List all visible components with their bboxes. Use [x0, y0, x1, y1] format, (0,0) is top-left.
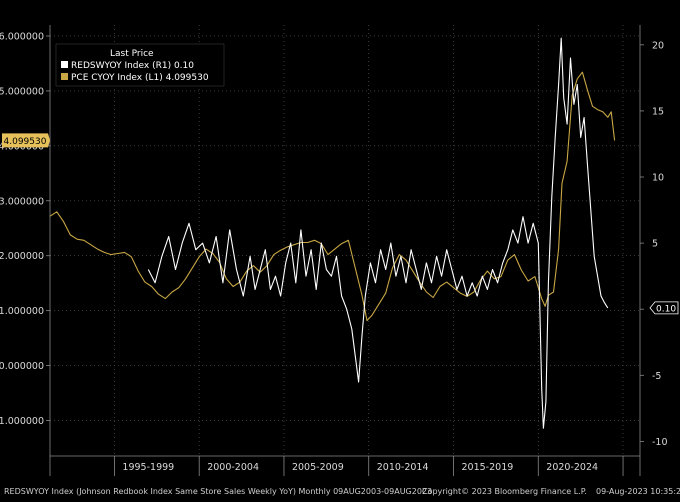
x-axis-period-label: 2000-2004	[207, 462, 259, 473]
right-axis-tick-label: -5	[652, 371, 661, 382]
last-value-tags: 4.099530 0.10	[2, 133, 679, 315]
legend-swatch-pce	[61, 73, 68, 80]
right-axis-tick-label: 5	[652, 239, 658, 250]
legend-box	[55, 43, 225, 87]
x-axis-period-label: 1995-1999	[122, 462, 174, 473]
right-last-value-tag	[649, 301, 679, 315]
legend: Last Price REDSWYOY Index (R1) 0.10 PCE …	[55, 43, 225, 87]
right-axis-tick-label: 10	[652, 173, 664, 184]
left-axis-tick-label: 0.000000	[0, 361, 44, 372]
x-axis-period-label: 2015-2019	[462, 462, 514, 473]
left-last-value-tag	[2, 133, 48, 148]
right-axis-tick-label: 15	[652, 106, 664, 117]
footer-description: REDSWYOY Index (Johnson Redbook Index Sa…	[4, 487, 432, 496]
left-axis-tick-label: 5.000000	[0, 86, 44, 97]
footer: REDSWYOY Index (Johnson Redbook Index Sa…	[4, 487, 680, 496]
left-last-value-tag-pointer	[48, 133, 50, 148]
right-axis-tick-label: 20	[652, 40, 664, 51]
x-axis-period-label: 2005-2009	[292, 462, 344, 473]
right-axis-tick-label: -10	[652, 437, 668, 448]
legend-title: Last Price	[110, 49, 154, 59]
x-axis-period-label: 2010-2014	[377, 462, 429, 473]
left-axis-tick-label: -1.000000	[0, 416, 44, 427]
x-axis-period-label: 2020-2024	[546, 462, 598, 473]
pce-cyoy-index-line	[49, 71, 616, 322]
footer-copyright: Copyright© 2023 Bloomberg Finance L.P.	[422, 487, 587, 496]
left-axis-tick-label: 6.000000	[0, 31, 44, 42]
right-last-value-label: 0.10	[656, 304, 676, 314]
legend-entry-pce: PCE CYOY Index (L1) 4.099530	[71, 73, 209, 83]
footer-timestamp: 09-Aug-2023 10:35:28	[596, 487, 680, 496]
legend-swatch-redswyoy	[61, 61, 68, 68]
series-layer	[49, 37, 616, 429]
legend-entry-redswyoy: REDSWYOY Index (R1) 0.10	[71, 61, 194, 71]
left-last-value-label: 4.099530	[4, 137, 47, 147]
left-axis-tick-label: 1.000000	[0, 306, 44, 317]
left-axis-tick-label: 3.000000	[0, 196, 44, 207]
left-axis-tick-label: 2.000000	[0, 251, 44, 262]
redswyoy-index-line	[147, 37, 609, 429]
